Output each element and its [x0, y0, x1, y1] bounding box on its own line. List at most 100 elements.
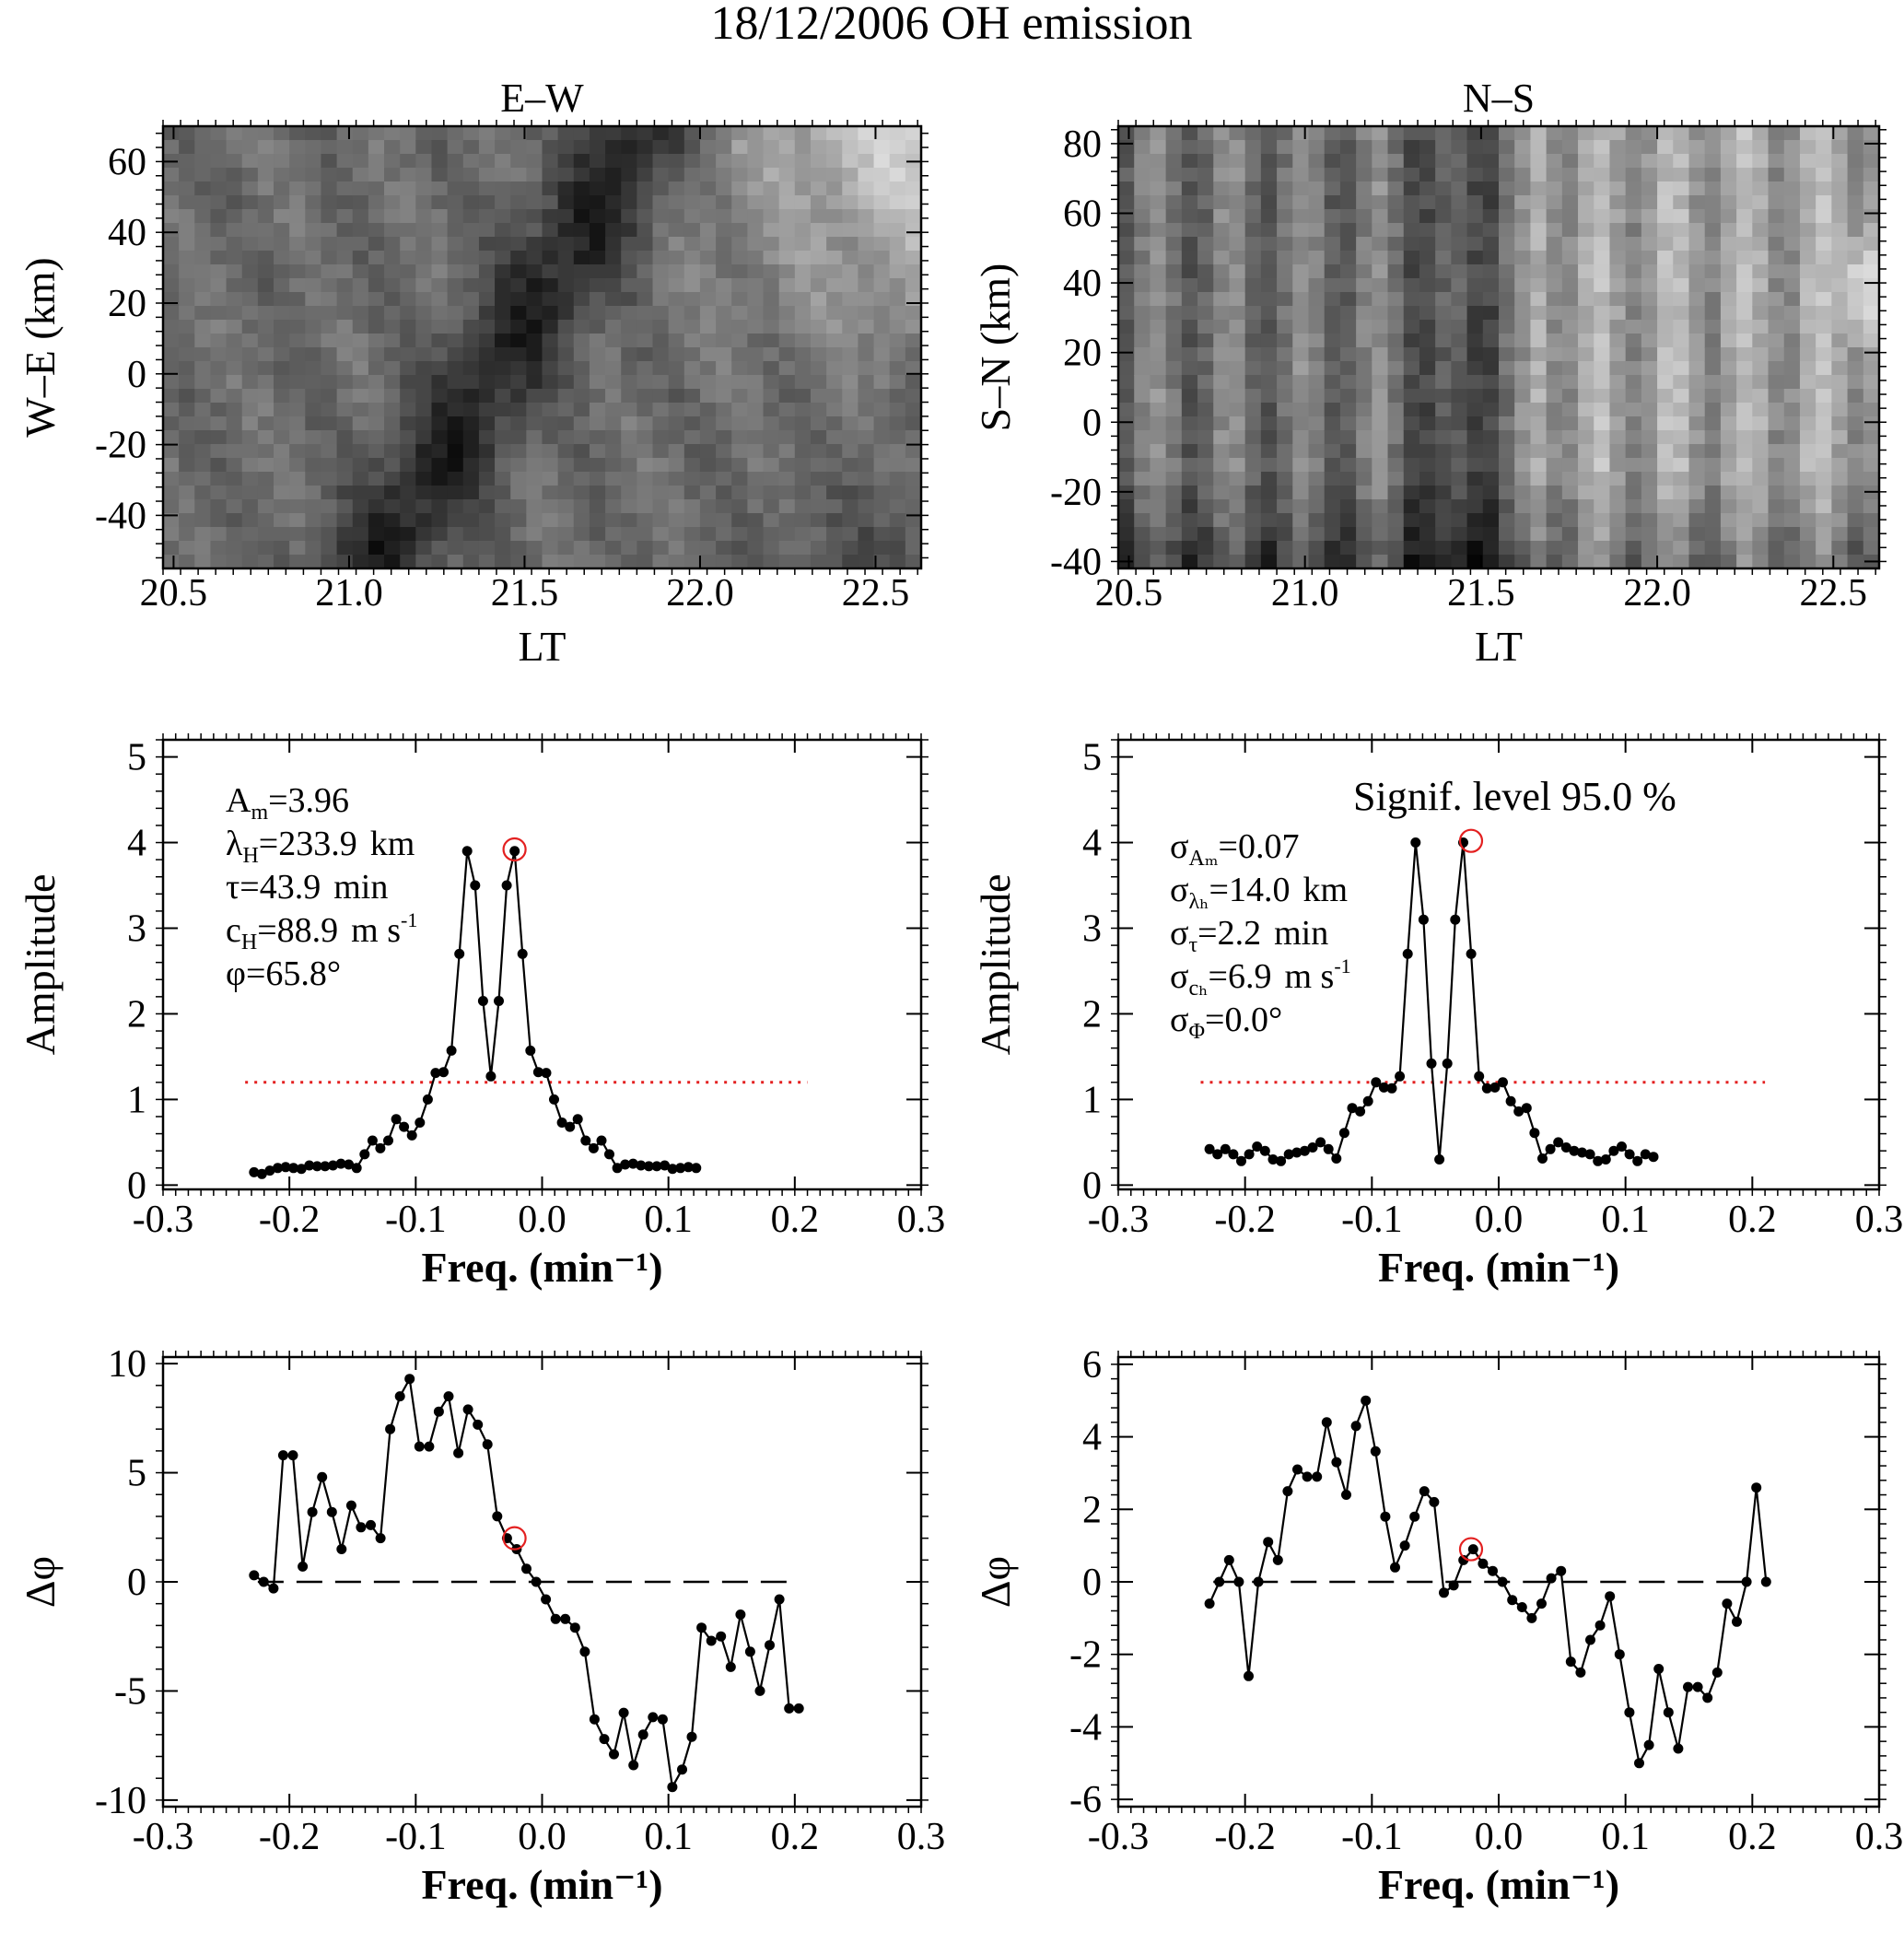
heatmap-cell	[699, 375, 717, 390]
heatmap-cell	[1482, 472, 1500, 486]
heatmap-cell	[368, 513, 385, 528]
heatmap-cell	[810, 430, 827, 445]
heatmap-cell	[1863, 140, 1880, 155]
heatmap-cell	[1578, 209, 1594, 224]
heatmap-cell	[1720, 444, 1737, 459]
data-point	[1395, 1071, 1406, 1082]
data-point	[1608, 1145, 1619, 1156]
heatmap-cell	[1625, 513, 1642, 528]
heatmap-cell	[1546, 195, 1563, 210]
heatmap-cell	[495, 251, 511, 265]
heatmap-cell	[1799, 195, 1816, 210]
heatmap-cell	[637, 472, 654, 486]
data-point	[1331, 1457, 1342, 1468]
data-point	[482, 1439, 493, 1450]
heatmap-cell	[1736, 334, 1753, 348]
heatmap-cell	[431, 209, 449, 224]
data-point	[404, 1374, 415, 1385]
heatmap-cell	[1688, 251, 1706, 265]
heatmap-cell	[858, 140, 875, 155]
heatmap-cell	[1308, 416, 1326, 431]
heatmap-cell	[1736, 458, 1753, 473]
heatmap-cell	[1657, 154, 1674, 169]
data-point	[596, 1135, 607, 1146]
y-tick-label: -2	[1069, 1634, 1102, 1677]
heatmap-cell	[1704, 237, 1722, 252]
heatmap-cell	[1530, 403, 1548, 417]
heatmap-cell	[336, 334, 354, 348]
heatmap-cell	[873, 168, 891, 182]
heatmap-cell	[194, 361, 212, 376]
heatmap-cell	[747, 320, 765, 334]
x-tick-label: 0.0	[1475, 1816, 1524, 1858]
heatmap-cell	[1387, 306, 1405, 321]
heatmap-cell	[289, 306, 306, 321]
heatmap-cell	[1466, 416, 1484, 431]
heatmap-cell	[1118, 154, 1135, 169]
heatmap-cell	[336, 389, 354, 404]
heatmap-cell	[605, 472, 622, 486]
heatmap-cell	[747, 375, 765, 390]
heatmap-cell	[1435, 237, 1452, 252]
heatmap-cell	[1831, 527, 1849, 542]
heatmap-cell	[1213, 541, 1231, 556]
heatmap-cell	[699, 499, 717, 514]
heatmap-cell	[826, 375, 843, 390]
heatmap-cell	[1260, 472, 1278, 486]
heatmap-cell	[637, 347, 654, 362]
heatmap-cell	[447, 527, 464, 542]
heatmap-cell	[810, 195, 827, 210]
heatmap-cell	[163, 292, 180, 307]
heatmap-cell	[747, 555, 765, 569]
heatmap-cell	[1403, 278, 1420, 293]
heatmap-cell	[1594, 430, 1611, 445]
heatmap-cell	[1578, 251, 1594, 265]
heatmap-cell	[1625, 237, 1642, 252]
heatmap-cell	[1260, 334, 1278, 348]
heatmap-cell	[1244, 389, 1262, 404]
heatmap-cell	[826, 389, 843, 404]
heatmap-cell	[257, 499, 275, 514]
heatmap-cell	[1641, 555, 1658, 569]
heatmap-cell	[1372, 306, 1389, 321]
heatmap-cell	[400, 278, 416, 293]
heatmap-cell	[510, 444, 527, 459]
heatmap-cell	[1816, 527, 1832, 542]
heatmap-cell	[794, 168, 812, 182]
heatmap-cell	[637, 251, 654, 265]
heatmap-cell	[683, 403, 701, 417]
heatmap-cell	[699, 430, 717, 445]
heatmap-cell	[462, 306, 480, 321]
heatmap-cell	[226, 555, 243, 569]
heatmap-cell	[716, 486, 732, 500]
heatmap-cell	[1609, 375, 1627, 390]
heatmap-cell	[1277, 292, 1293, 307]
heatmap-cell	[510, 140, 527, 155]
heatmap-cell	[1673, 126, 1690, 141]
heatmap-cell	[194, 126, 212, 141]
heatmap-cell	[1657, 499, 1674, 514]
heatmap-cell	[241, 555, 259, 569]
heatmap-cell	[1387, 292, 1405, 307]
heatmap-cell	[526, 513, 543, 528]
heatmap-cell	[1704, 541, 1722, 556]
heatmap-cell	[1831, 168, 1849, 182]
heatmap-cell	[1308, 541, 1326, 556]
heatmap-cell	[1229, 486, 1246, 500]
heatmap-cell	[842, 361, 859, 376]
heatmap-cell	[858, 306, 875, 321]
heatmap-cell	[336, 181, 354, 196]
heatmap-cell	[194, 223, 212, 238]
heatmap-cell	[1134, 292, 1151, 307]
heatmap-cell	[605, 140, 622, 155]
heatmap-cell	[1847, 513, 1864, 528]
heatmap-cell	[1482, 195, 1500, 210]
heatmap-cell	[905, 347, 922, 362]
heatmap-cell	[1499, 375, 1515, 390]
heatmap-cell	[1831, 458, 1849, 473]
heatmap-cell	[194, 140, 212, 155]
heatmap-cell	[274, 278, 290, 293]
data-point	[686, 1731, 697, 1742]
heatmap-cell	[1197, 195, 1214, 210]
heatmap-cell	[747, 181, 765, 196]
